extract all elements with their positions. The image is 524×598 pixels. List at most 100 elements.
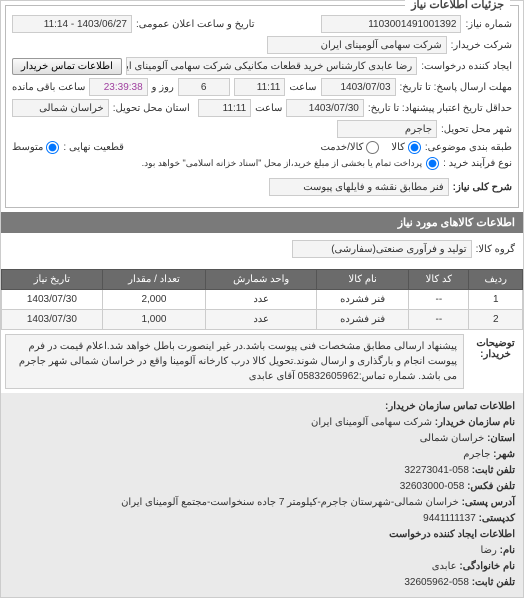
row-city: شهر محل تحویل: جاجرم — [12, 120, 512, 138]
field-remain-hours: 23:39:38 — [89, 78, 147, 96]
field-remain-days: 6 — [178, 78, 230, 96]
label-orgname: نام سازمان خریدار: — [435, 417, 515, 428]
table-cell: 1403/07/30 — [2, 310, 103, 330]
label-day-and: روز و — [152, 82, 174, 93]
label-reqno: شماره نیاز: — [465, 19, 512, 30]
label-announce: تاریخ و ساعت اعلان عمومی: — [136, 19, 255, 30]
val-orgphone: 058-32273041 — [404, 465, 469, 476]
row-generaldesc: شرح کلی نیاز: فنر مطابق نقشه و فایلهای پ… — [12, 178, 512, 196]
field-announce: 1403/06/27 - 11:14 — [12, 15, 132, 33]
table-cell: 1 — [469, 290, 523, 310]
val-orgaddr: خراسان شمالی-شهرستان جاجرم-کیلومتر 7 جاد… — [121, 497, 459, 508]
radio-service[interactable]: کالا/خدمت — [320, 141, 379, 154]
table-cell: عدد — [206, 310, 317, 330]
label-packaging: طبقه بندی موضوعی: — [425, 142, 512, 153]
table-header: تاریخ نیاز — [2, 270, 103, 290]
field-buyer: شرکت سهامی آلومینای ایران — [267, 36, 447, 54]
label-crphone: تلفن ثابت: — [472, 577, 515, 588]
buytype-radio-group — [426, 157, 439, 170]
val-orgprov: خراسان شمالی — [420, 433, 485, 444]
label-remaining: ساعت باقی مانده — [12, 82, 85, 93]
row-packaging: طبقه بندی موضوعی: کالا کالا/خدمت قطعیت ن… — [12, 141, 512, 154]
val-orgcity: جاجرم — [463, 449, 490, 460]
table-header: کد کالا — [409, 270, 469, 290]
label-crfamily: نام خانوادگی: — [459, 561, 515, 572]
label-orgfax: تلفن فکس: — [467, 481, 515, 492]
label-city: شهر محل تحویل: — [441, 124, 512, 135]
label-province: استان محل تحویل: — [113, 103, 190, 114]
label-buyerdesc: توضیحات خریدار: — [468, 330, 523, 360]
table-cell: 1403/07/30 — [2, 290, 103, 310]
org-info: اطلاعات تماس سازمان خریدار: نام سازمان خ… — [1, 393, 523, 597]
field-generaldesc: فنر مطابق نقشه و فایلهای پیوست — [269, 178, 449, 196]
val-crphone: 058-32605962 — [404, 577, 469, 588]
field-requester: رضا عابدی کارشناس خرید قطعات مکانیکی شرک… — [126, 57, 417, 75]
field-deadline-hour2: 11:11 — [198, 99, 251, 117]
val-orgfax: 058-32603000 — [400, 481, 465, 492]
field-deadline-date2: 1403/07/30 — [286, 99, 363, 117]
row-deadline1: مهلت ارسال پاسخ: تا تاریخ: 1403/07/03 سا… — [12, 78, 512, 96]
label-buyer: شرکت خریدار: — [451, 40, 512, 51]
details-group: جزئیات اطلاعات نیاز شماره نیاز: 11030014… — [5, 5, 519, 208]
val-orgpost: 9441111137 — [423, 513, 476, 524]
field-reqno: 1103001491001392 — [321, 15, 461, 33]
field-deadline-date1: 1403/07/03 — [321, 78, 396, 96]
label-goodsgroup: گروه کالا: — [476, 244, 515, 255]
buyer-desc-row: توضیحات خریدار: پیشنهاد ارسالی مطابق مشخ… — [1, 330, 523, 393]
table-cell: فنر فشرده — [317, 310, 409, 330]
label-orgprov: استان: — [487, 433, 515, 444]
val-crname: رضا — [480, 545, 496, 556]
label-buynote: پرداخت تمام یا بخشی از مبلغ خرید،از محل … — [142, 158, 422, 169]
org-info-title: اطلاعات تماس سازمان خریدار: — [9, 399, 515, 415]
field-city: جاجرم — [337, 120, 437, 138]
table-row[interactable]: 1--فنر فشردهعدد2,0001403/07/30 — [2, 290, 523, 310]
items-table: ردیفکد کالانام کالاواحد شمارشتعداد / مقد… — [1, 269, 523, 330]
table-cell: عدد — [206, 290, 317, 310]
table-row[interactable]: 2--فنر فشردهعدد1,0001403/07/30 — [2, 310, 523, 330]
row-requester: ایجاد کننده درخواست: رضا عابدی کارشناس خ… — [12, 57, 512, 75]
label-buytype: نوع فرآیند خرید : — [443, 158, 512, 169]
label-orgaddr: آدرس پستی: — [462, 497, 515, 508]
val-orgname: شرکت سهامی آلومینای ایران — [311, 417, 432, 428]
table-cell: -- — [409, 310, 469, 330]
label-hour1: ساعت — [289, 82, 316, 93]
table-cell: 2,000 — [102, 290, 205, 310]
row-buyer: شرکت خریدار: شرکت سهامی آلومینای ایران — [12, 36, 512, 54]
table-header: تعداد / مقدار — [102, 270, 205, 290]
label-final: قطعیت نهایی : — [63, 142, 124, 153]
group-title: جزئیات اطلاعات نیاز — [405, 0, 510, 11]
goods-group-row: گروه کالا: تولید و فرآوری صنعتی(سفارشی) — [1, 233, 523, 265]
label-orgphone: تلفن ثابت: — [472, 465, 515, 476]
final-radio-group: متوسط — [12, 141, 59, 154]
packaging-radio-group: کالا کالا/خدمت — [320, 141, 420, 154]
creator-info-title: اطلاعات ایجاد کننده درخواست — [9, 527, 515, 543]
table-header: نام کالا — [317, 270, 409, 290]
table-header: ردیف — [469, 270, 523, 290]
label-deadline2: حداقل تاریخ اعتبار پیشنهاد: تا تاریخ: — [368, 103, 512, 114]
val-crfamily: عابدی — [432, 561, 457, 572]
field-province: خراسان شمالی — [12, 99, 109, 117]
radio-avg[interactable]: متوسط — [12, 141, 59, 154]
label-deadline1: مهلت ارسال پاسخ: تا تاریخ: — [400, 82, 512, 93]
row-buytype: نوع فرآیند خرید : پرداخت تمام یا بخشی از… — [12, 157, 512, 170]
label-hour2: ساعت — [255, 103, 282, 114]
main-panel: جزئیات اطلاعات نیاز شماره نیاز: 11030014… — [0, 0, 524, 598]
label-orgpost: کدپستی: — [479, 513, 515, 524]
label-requester: ایجاد کننده درخواست: — [421, 61, 512, 72]
label-orgcity: شهر: — [493, 449, 515, 460]
label-crname: نام: — [500, 545, 515, 556]
table-cell: 2 — [469, 310, 523, 330]
table-header: واحد شمارش — [206, 270, 317, 290]
radio-good[interactable]: کالا — [391, 141, 421, 154]
field-goodsgroup: تولید و فرآوری صنعتی(سفارشی) — [292, 240, 472, 258]
table-cell: -- — [409, 290, 469, 310]
row-reqno: شماره نیاز: 1103001491001392 تاریخ و ساع… — [12, 15, 512, 33]
field-deadline-hour1: 11:11 — [234, 78, 286, 96]
items-section-bar: اطلاعات کالاهای مورد نیاز — [1, 212, 523, 233]
table-cell: فنر فشرده — [317, 290, 409, 310]
row-deadline2: حداقل تاریخ اعتبار پیشنهاد: تا تاریخ: 14… — [12, 99, 512, 117]
label-generaldesc: شرح کلی نیاز: — [453, 182, 512, 193]
field-buyerdesc: پیشنهاد ارسالی مطابق مشخصات فنی پیوست با… — [5, 334, 464, 389]
radio-buytype[interactable] — [426, 157, 439, 170]
contact-buyer-button[interactable]: اطلاعات تماس خریدار — [12, 58, 122, 75]
